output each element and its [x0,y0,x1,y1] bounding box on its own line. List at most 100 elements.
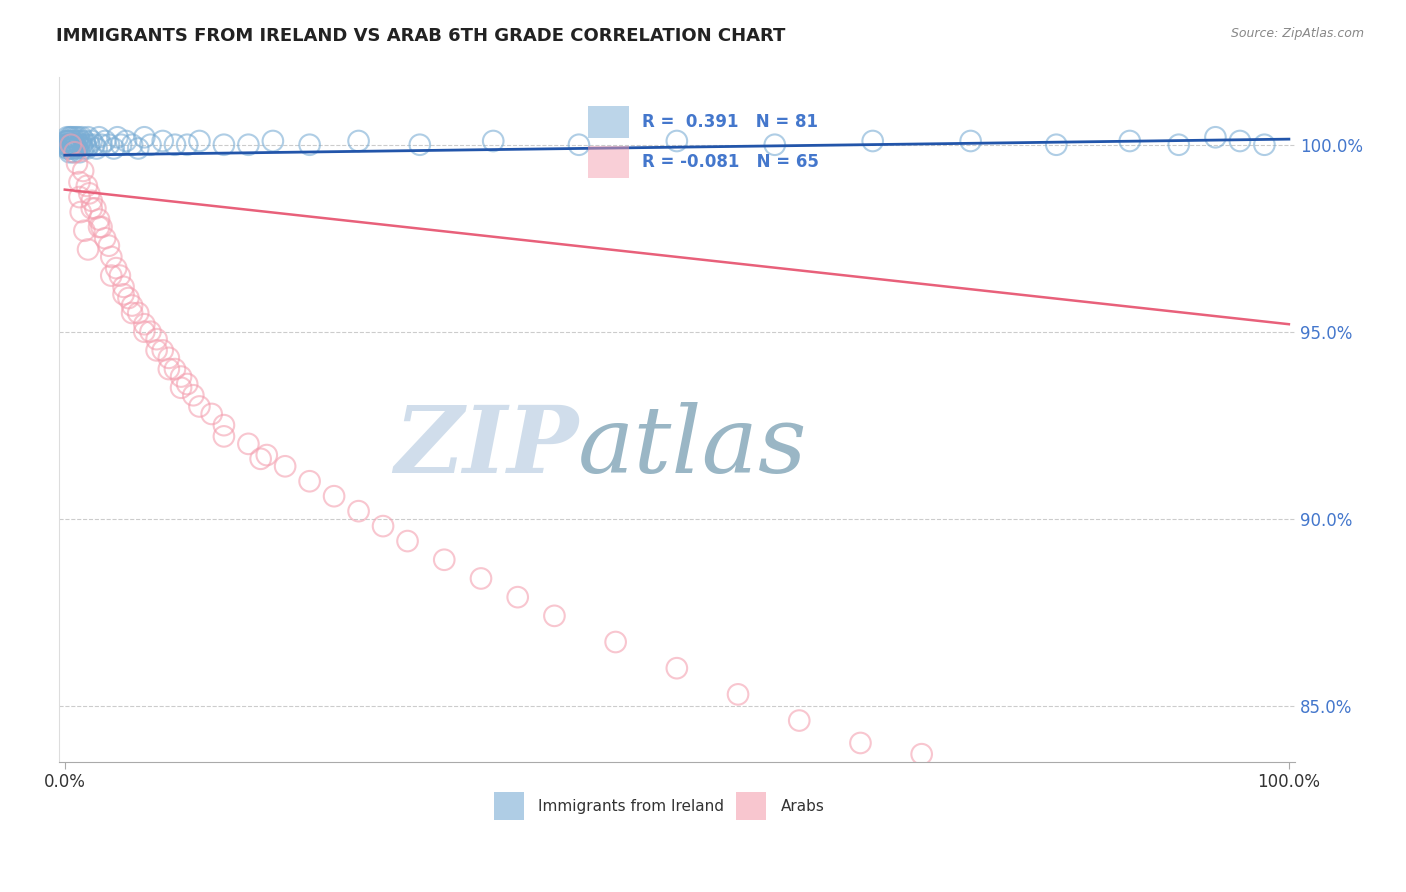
Point [76,178,98,193]
Point [238,137,260,152]
Point [212,429,235,443]
Point [83,137,105,152]
Point [107,130,129,145]
Point [347,134,370,148]
Point [470,571,492,585]
Point [72,164,94,178]
Point [396,534,419,549]
Point [959,134,981,148]
Point [56,134,79,148]
Point [59,137,82,152]
Point [84,202,107,216]
Point [62,145,84,160]
Point [69,134,91,148]
Point [69,205,91,219]
Point [176,137,198,152]
Text: Source: ZipAtlas.com: Source: ZipAtlas.com [1230,27,1364,40]
Point [94,231,117,245]
Point [67,137,90,152]
Point [134,317,156,331]
Point [170,369,193,384]
Point [238,437,260,451]
Point [543,608,565,623]
Point [117,291,139,305]
Point [56,130,79,145]
Point [188,134,211,148]
Point [62,130,84,145]
Point [56,137,79,152]
Point [665,134,688,148]
Point [727,687,749,701]
Point [347,504,370,518]
Point [112,280,135,294]
Point [188,400,211,414]
Point [55,134,77,148]
Point [63,145,86,160]
Point [157,362,180,376]
Point [170,381,193,395]
Point [77,137,100,152]
Point [176,377,198,392]
Text: atlas: atlas [578,402,807,491]
Point [1204,130,1226,145]
Point [1119,134,1142,148]
Point [605,635,627,649]
Point [181,388,204,402]
Point [69,137,91,152]
Point [97,238,120,252]
Point [59,141,82,155]
Point [298,137,321,152]
Point [58,137,80,152]
Point [73,224,96,238]
Point [108,268,131,283]
Point [60,134,83,148]
Point [139,325,162,339]
Point [262,134,284,148]
Point [100,268,122,283]
Point [67,130,90,145]
Point [157,351,180,365]
Point [433,553,456,567]
Point [103,141,125,155]
Point [75,137,97,152]
Point [90,137,112,152]
Point [60,141,83,155]
Point [69,190,91,204]
Point [121,137,143,152]
Point [58,134,80,148]
Point [76,141,98,155]
Point [665,661,688,675]
Point [100,250,122,264]
Point [212,137,235,152]
Point [59,130,82,145]
Point [62,137,84,152]
Text: ZIP: ZIP [394,402,578,491]
Point [163,137,186,152]
Point [72,141,94,155]
Point [87,212,110,227]
Text: IMMIGRANTS FROM IRELAND VS ARAB 6TH GRADE CORRELATION CHART: IMMIGRANTS FROM IRELAND VS ARAB 6TH GRAD… [56,27,786,45]
Point [112,287,135,301]
Point [121,306,143,320]
Point [73,134,96,148]
Point [371,519,394,533]
Point [56,141,79,155]
Point [66,156,89,170]
Point [87,219,110,234]
Point [86,141,108,155]
Point [115,134,138,148]
Point [163,362,186,376]
Point [201,407,224,421]
Point [127,141,149,155]
Point [105,261,128,276]
Point [70,137,93,152]
Point [63,134,86,148]
Point [90,219,112,234]
Point [482,134,505,148]
Point [298,475,321,489]
Point [80,202,103,216]
Point [59,134,82,148]
Point [59,145,82,160]
Point [110,137,132,152]
Point [63,141,86,155]
